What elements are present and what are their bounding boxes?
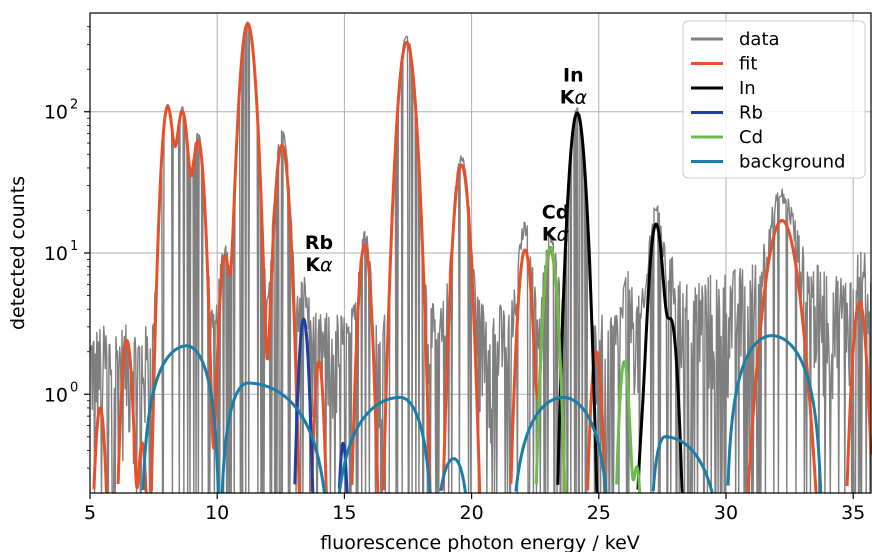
- legend-box: [682, 20, 866, 179]
- y-tick-label: 10: [44, 384, 68, 406]
- x-tick-label: 5: [84, 502, 96, 524]
- x-tick-label: 15: [332, 502, 356, 524]
- annotation-line1: Rb: [305, 232, 333, 254]
- legend-label-data: data: [739, 29, 780, 50]
- legend: data fit In Rb Cd background: [682, 20, 866, 179]
- series-Cd: [534, 245, 642, 494]
- y-tick-exponent: 0: [70, 380, 78, 395]
- legend-label-fit: fit: [739, 54, 757, 75]
- series-background: [141, 334, 823, 495]
- annotation-line1: Cd: [542, 201, 570, 223]
- series-layer: [89, 21, 872, 495]
- annotation-line1: In: [563, 65, 584, 87]
- x-tick-label: 35: [841, 502, 865, 524]
- x-tick-label: 30: [714, 502, 738, 524]
- legend-label-Rb: Rb: [739, 103, 763, 124]
- y-tick-label: 10: [44, 102, 68, 124]
- legend-label-Cd: Cd: [739, 127, 763, 148]
- annotation-line2: Kα: [542, 223, 570, 245]
- x-axis-label: fluorescence photon energy / keV: [320, 532, 640, 552]
- y-tick-exponent: 2: [70, 98, 78, 113]
- series-data: [89, 21, 872, 494]
- series-In: [556, 111, 684, 494]
- x-tick-label: 20: [460, 502, 484, 524]
- y-tick-exponent: 1: [70, 239, 78, 254]
- series-Rb: [293, 317, 349, 494]
- annotation-line2: Kα: [560, 87, 588, 109]
- y-axis-label: detected counts: [7, 176, 29, 330]
- x-tick-label: 10: [205, 502, 229, 524]
- annotation-line2: Kα: [305, 254, 333, 276]
- x-tick-label: 25: [587, 502, 611, 524]
- legend-label-In: In: [739, 78, 756, 99]
- y-tick-label: 10: [44, 243, 68, 265]
- legend-label-background: background: [739, 152, 845, 173]
